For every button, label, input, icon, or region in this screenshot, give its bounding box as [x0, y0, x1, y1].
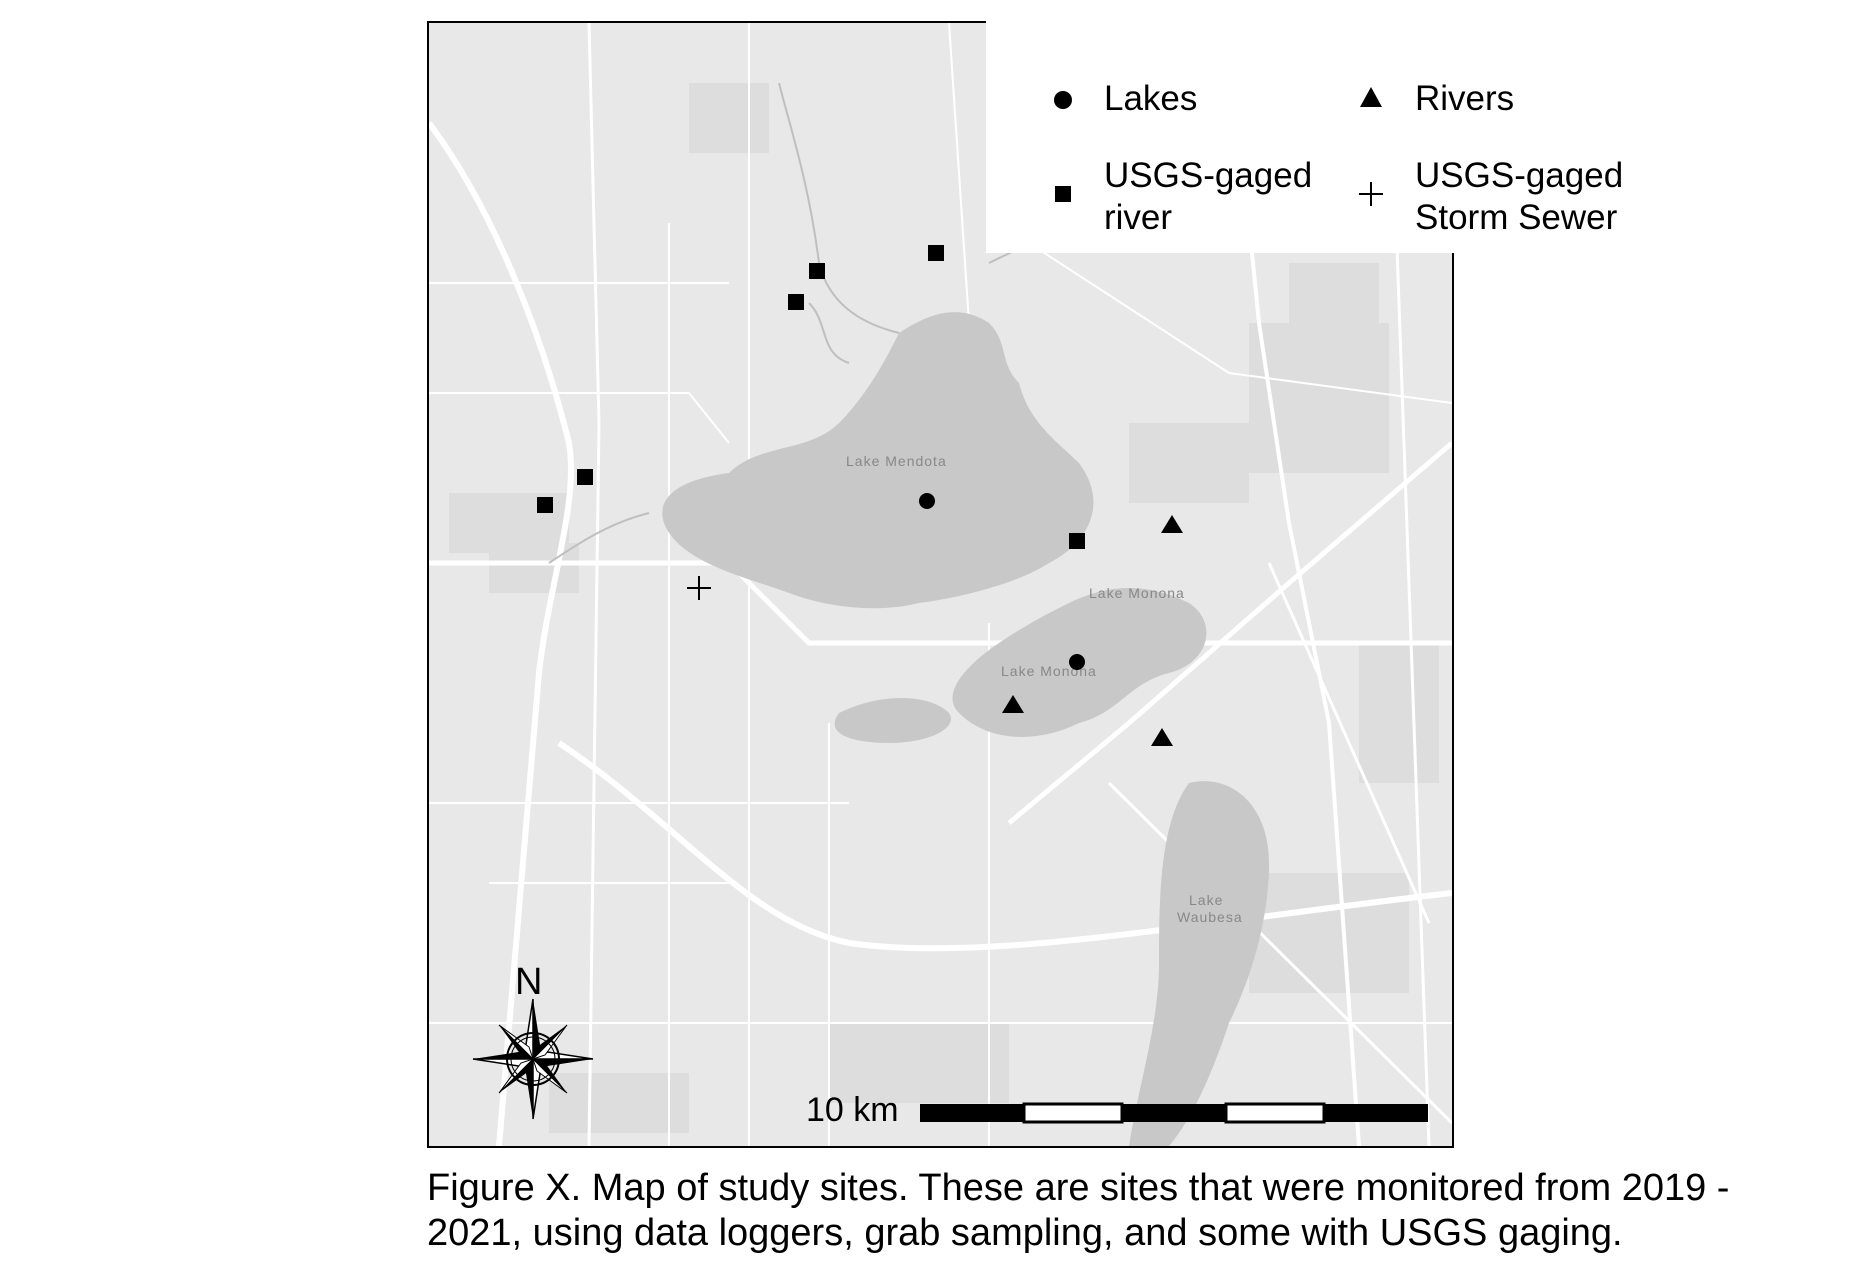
river-site-marker: [1161, 515, 1183, 533]
legend-label-usgs-sewer-line2: Storm Sewer: [1415, 198, 1618, 237]
lake-label-waubesa-line2: Waubesa: [1177, 909, 1243, 925]
legend-label-usgs-river-line2: river: [1104, 198, 1173, 237]
gaged-river-site-marker: [577, 469, 593, 485]
gaged-river-site-marker: [928, 245, 944, 261]
lake-mendota: [662, 312, 1094, 609]
gaged-river-site-marker: [537, 497, 553, 513]
compass-rose-icon: [472, 998, 594, 1120]
lake-label-mendota: Lake Mendota: [846, 453, 947, 469]
caption-line-1: Figure X. Map of study sites. These are …: [427, 1167, 1730, 1209]
legend-label-rivers: Rivers: [1415, 79, 1515, 118]
north-label: N: [515, 961, 543, 1003]
plus-marker-icon: [1359, 182, 1383, 206]
map-legend: Lakes Rivers USGS-gaged river USGS-gaged…: [986, 21, 1623, 253]
lake-label-waubesa-line1: Lake: [1189, 892, 1223, 908]
storm-sewer-site-marker: [687, 576, 711, 600]
lake-wingra: [834, 698, 951, 743]
river-site-marker: [1151, 728, 1173, 746]
triangle-marker-icon: [1360, 87, 1382, 107]
gaged-river-site-marker: [809, 263, 825, 279]
legend-label-usgs-river-line1: USGS-gaged: [1104, 156, 1313, 195]
figure-caption: Figure X. Map of study sites. These are …: [427, 1166, 1867, 1256]
circle-marker-icon: [1054, 91, 1072, 109]
lake-site-marker: [919, 493, 935, 509]
river-site-marker: [1002, 695, 1024, 713]
gaged-river-site-marker: [788, 294, 804, 310]
lake-site-marker: [1069, 654, 1085, 670]
scale-bar-label: 10 km: [806, 1091, 899, 1129]
scale-bar: [920, 1102, 1428, 1124]
lake-waubesa: [1129, 781, 1269, 1146]
caption-line-2: 2021, using data loggers, grab sampling,…: [427, 1212, 1623, 1254]
square-marker-icon: [1055, 186, 1071, 202]
site-markers: [537, 245, 1183, 746]
lake-label-monona-north: Lake Monona: [1089, 585, 1185, 601]
legend-label-usgs-sewer-line1: USGS-gaged: [1415, 156, 1624, 195]
lake-labels: Lake Mendota Lake Monona Lake Monona Lak…: [846, 453, 1243, 925]
legend-label-lakes: Lakes: [1104, 79, 1198, 118]
gaged-river-site-marker: [1069, 533, 1085, 549]
urban-areas: [449, 83, 1439, 1133]
